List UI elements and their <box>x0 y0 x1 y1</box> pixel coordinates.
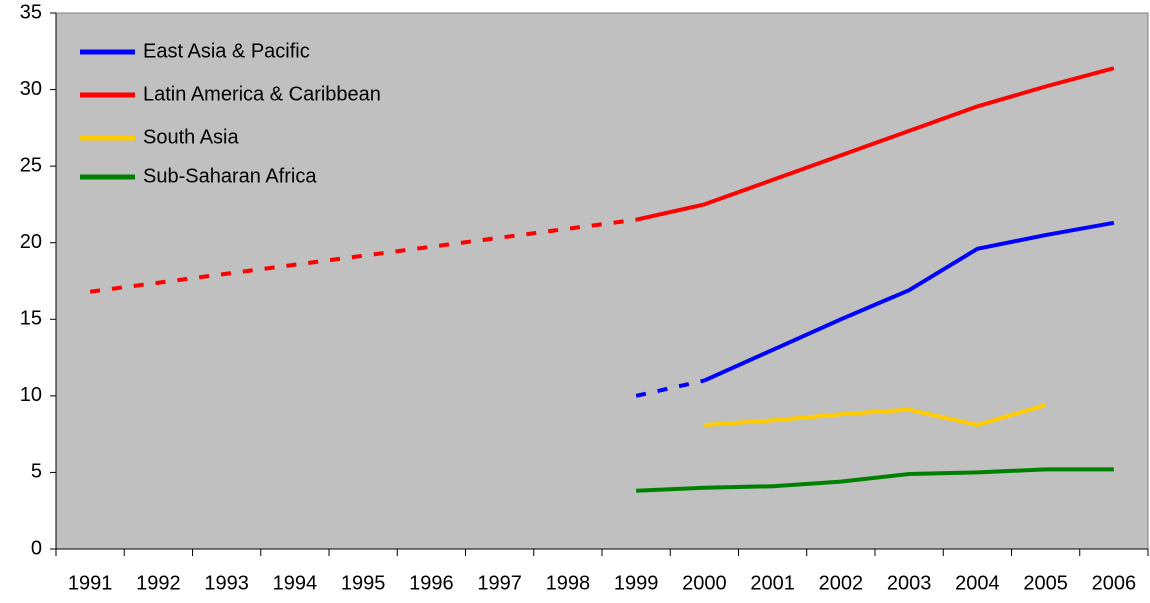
y-tick-label: 15 <box>20 308 42 330</box>
legend-label: Latin America & Caribbean <box>143 83 381 105</box>
x-tick-label: 1996 <box>409 572 454 594</box>
x-tick-label: 2004 <box>955 572 1000 594</box>
x-tick-label: 1993 <box>204 572 249 594</box>
x-tick-label: 2006 <box>1092 572 1137 594</box>
x-tick-label: 2005 <box>1023 572 1068 594</box>
y-tick-label: 25 <box>20 154 42 176</box>
y-tick-label: 0 <box>31 537 42 559</box>
series-line <box>636 467 1114 493</box>
y-tick-label: 20 <box>20 231 42 253</box>
y-tick-label: 30 <box>20 78 42 100</box>
series-line <box>704 403 1047 427</box>
y-tick-label: 5 <box>31 461 42 483</box>
legend-label: East Asia & Pacific <box>143 40 310 62</box>
y-tick-label: 10 <box>20 384 42 406</box>
series-line-dashed <box>89 217 637 294</box>
legend-label: South Asia <box>143 126 240 148</box>
x-tick-label: 1999 <box>614 572 659 594</box>
legend-label: Sub-Saharan Africa <box>143 165 317 187</box>
x-tick-label: 1992 <box>136 572 181 594</box>
x-tick-label: 1995 <box>341 572 386 594</box>
x-tick-label: 2002 <box>819 572 864 594</box>
x-tick-label: 1994 <box>273 572 318 594</box>
y-tick-label: 35 <box>20 1 42 23</box>
x-tick-label: 2000 <box>682 572 727 594</box>
x-tick-label: 1991 <box>68 572 113 594</box>
x-tick-label: 1998 <box>546 572 591 594</box>
x-tick-label: 1997 <box>477 572 522 594</box>
series-line <box>635 66 1115 222</box>
x-tick-label: 2003 <box>887 572 932 594</box>
plot-area <box>55 12 1149 550</box>
x-tick-label: 2001 <box>750 572 795 594</box>
series-line <box>703 220 1115 383</box>
